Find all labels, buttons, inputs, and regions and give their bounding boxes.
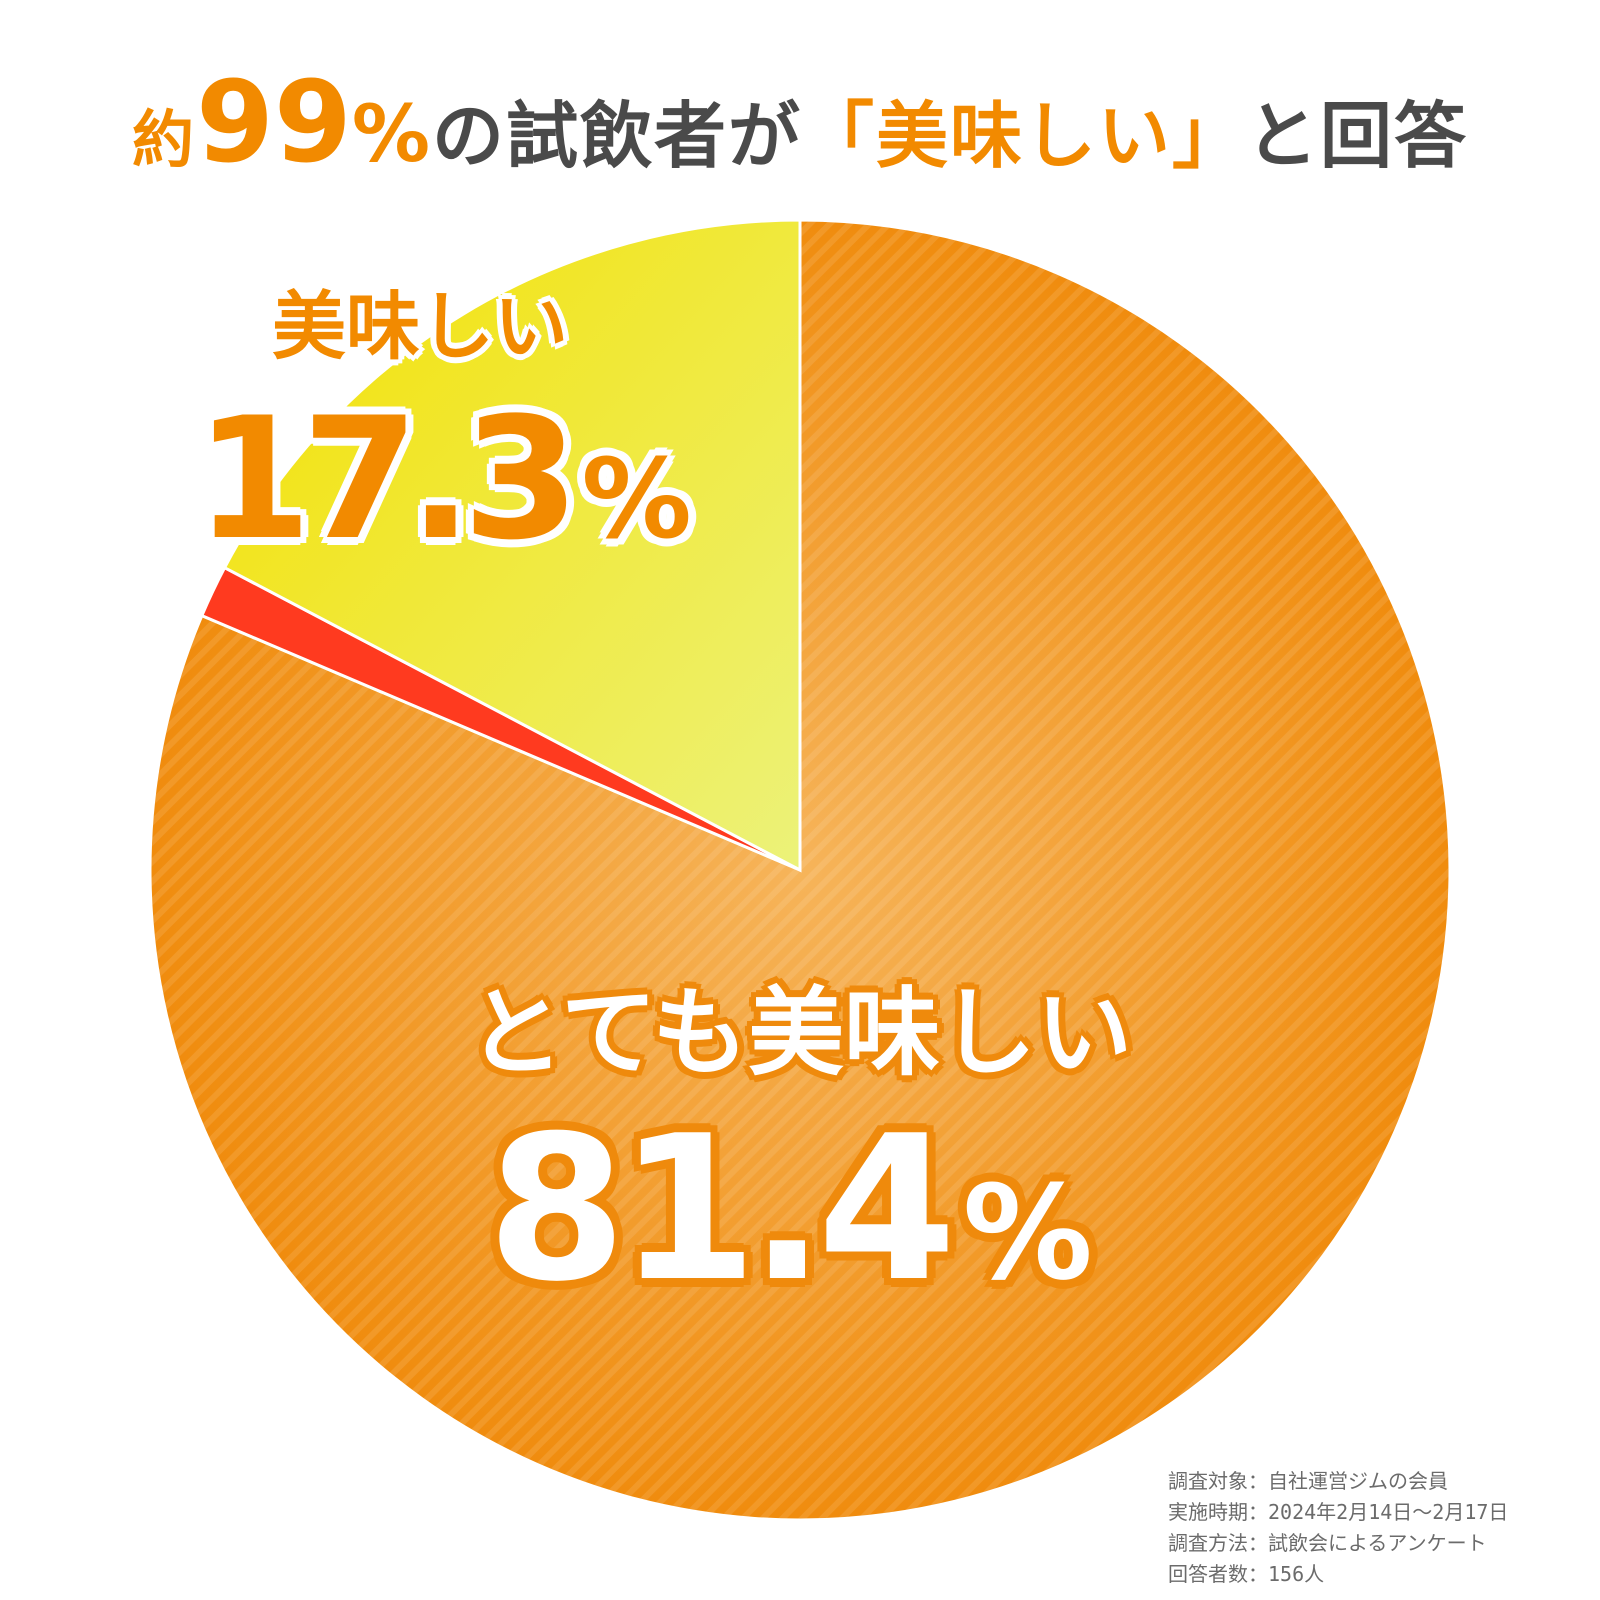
pie-slice-good: [222, 218, 802, 873]
chart-headline: 約99%の試飲者が「美味しい」と回答: [0, 58, 1600, 188]
slice-value-great-unit: %: [962, 1157, 1093, 1309]
headline-prefix: 約: [131, 103, 196, 176]
slice-value-good-number: 17.3: [195, 381, 580, 577]
survey-note-respondents: 回答者数：156人: [1168, 1562, 1325, 1586]
survey-note-target: 調査対象：自社運営ジムの会員: [1168, 1469, 1448, 1493]
headline-number: 99: [195, 58, 352, 188]
survey-notes: 調査対象：自社運営ジムの会員 実施時期：2024年2月14日〜2月17日 調査方…: [1168, 1466, 1588, 1590]
slice-value-good-unit: %: [581, 435, 692, 563]
slice-value-good: 17.3%: [195, 395, 692, 563]
slice-label-great: とても美味しい: [467, 977, 1133, 1089]
headline-percent: %: [351, 90, 432, 180]
survey-note-period: 実施時期：2024年2月14日〜2月17日: [1168, 1500, 1509, 1524]
headline-middle: の試飲者が: [431, 94, 802, 178]
headline-quote-close: 」: [1172, 94, 1247, 178]
headline-quote-open: 「: [801, 94, 876, 178]
slice-value-great: 81.4%: [470, 1110, 1110, 1310]
pie-slices: [148, 218, 1452, 1522]
survey-note-method: 調査方法：試飲会によるアンケート: [1168, 1531, 1487, 1555]
headline-quoted: 美味しい: [876, 94, 1173, 178]
slice-label-good: 美味しい: [272, 284, 568, 370]
headline-suffix: と回答: [1246, 94, 1469, 178]
slice-value-great-number: 81.4: [487, 1093, 956, 1326]
